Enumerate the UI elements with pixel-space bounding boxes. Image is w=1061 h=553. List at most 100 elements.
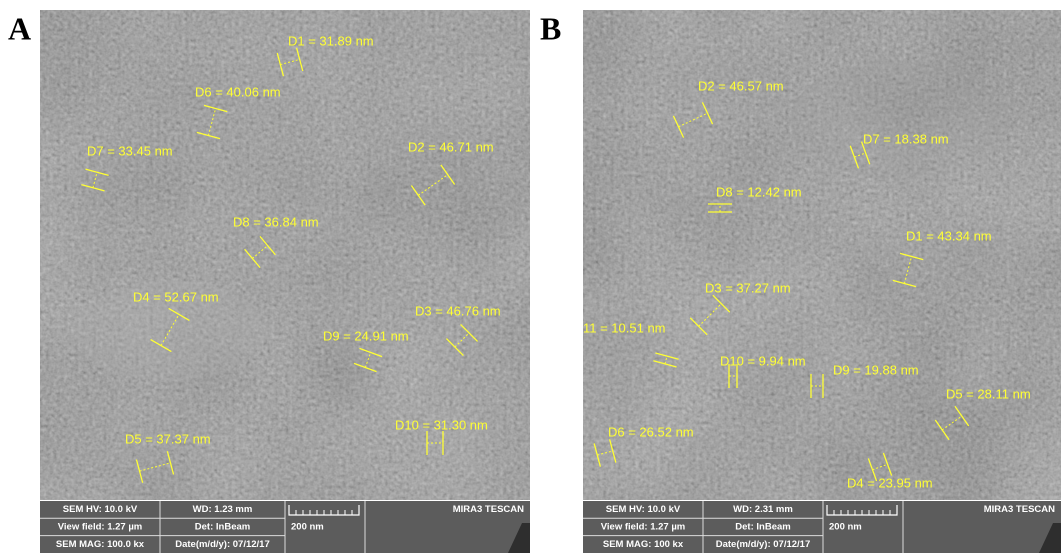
marker-span [903, 256, 913, 284]
measurement-marker [689, 294, 731, 336]
marker-span [678, 112, 708, 128]
marker-bar [259, 235, 276, 256]
marker-bar [445, 338, 464, 357]
marker-bar [166, 451, 175, 475]
info-text: MIRA3 TESCAN [453, 504, 524, 515]
logo [508, 523, 530, 553]
measurement-marker [445, 323, 479, 357]
marker-span [597, 450, 613, 456]
marker-bar [295, 47, 304, 72]
marker-span [139, 462, 171, 472]
marker-bar [954, 405, 970, 427]
marker-span [207, 108, 217, 136]
marker-span [92, 172, 98, 188]
measurement-marker [81, 168, 109, 192]
measurement-marker [708, 203, 732, 213]
measurement-label: D4 = 52.67 nm [133, 289, 219, 304]
marker-bar [593, 443, 602, 467]
measurement-label: D7 = 18.38 nm [863, 131, 949, 146]
measurement-label: D8 = 12.42 nm [716, 184, 802, 199]
measurement-marker [244, 235, 276, 269]
info-text: SEM MAG: 100 kx [603, 539, 684, 550]
marker-span [664, 356, 668, 364]
measurement-marker [867, 452, 893, 482]
info-text: Date(m/d/y): 07/12/17 [175, 539, 270, 550]
marker-span [454, 332, 470, 348]
sem-image [583, 10, 1061, 500]
info-bar [583, 501, 1061, 553]
measurement-label: D5 = 37.37 nm [125, 431, 211, 446]
info-text: 200 nm [291, 521, 324, 532]
info-text: SEM HV: 10.0 kV [63, 504, 138, 515]
marker-bar [655, 352, 679, 360]
logo [1039, 523, 1061, 553]
sem-image [40, 10, 530, 500]
measurement-marker [426, 431, 444, 455]
info-text: Det: InBeam [195, 521, 250, 532]
measurement-label: D5 = 28.11 nm [946, 386, 1031, 401]
panel-label: A [8, 10, 31, 46]
info-text: SEM MAG: 100.0 kx [56, 539, 145, 550]
marker-bar [899, 252, 924, 261]
measurement-marker [593, 439, 617, 467]
measurement-marker [353, 347, 383, 373]
marker-bar [701, 102, 714, 125]
measurement-marker [196, 104, 228, 140]
marker-bar [460, 323, 479, 342]
marker-span [252, 245, 268, 259]
measurement-label: 11 = 10.51 nm [583, 320, 666, 335]
marker-span [872, 463, 888, 471]
marker-span [280, 58, 300, 66]
marker-bar [353, 362, 377, 373]
measurement-label: D1 = 31.89 nm [288, 33, 374, 48]
measurement-marker [810, 374, 824, 398]
measurement-label: D3 = 37.27 nm [705, 280, 791, 295]
marker-bar [860, 141, 871, 165]
measurement-label: D6 = 26.52 nm [608, 424, 694, 439]
measurement-label: D8 = 36.84 nm [233, 214, 319, 229]
measurement-label: D2 = 46.57 nm [698, 78, 784, 93]
info-text: SEM HV: 10.0 kV [606, 504, 681, 515]
marker-bar [410, 185, 426, 206]
measurement-label: D4 = 23.95 nm [847, 475, 933, 490]
info-text: View field: 1.27 µm [58, 521, 143, 532]
marker-bar [150, 339, 172, 353]
marker-bar [440, 164, 456, 185]
measurement-marker [892, 252, 924, 288]
info-text: WD: 2.31 mm [733, 504, 793, 515]
marker-bar [653, 360, 677, 368]
marker-span [364, 352, 372, 368]
measurement-label: D2 = 46.71 nm [408, 139, 494, 154]
marker-bar [849, 145, 860, 169]
marker-span [698, 303, 722, 327]
marker-bar [689, 317, 708, 336]
measurement-marker [135, 451, 175, 483]
marker-bar [608, 439, 617, 463]
measurement-label: D6 = 40.06 nm [195, 84, 281, 99]
info-text: View field: 1.27 µm [601, 521, 686, 532]
marker-bar [882, 452, 893, 476]
measurement-label: D10 = 9.94 nm [720, 353, 806, 368]
measurement-label: D3 = 46.76 nm [415, 303, 501, 318]
measurement-label: D10 = 31.30 nm [395, 417, 488, 432]
marker-bar [203, 104, 228, 113]
marker-bar [244, 248, 261, 269]
measurement-marker [653, 352, 679, 368]
marker-bar [712, 294, 731, 313]
measurement-marker [728, 364, 738, 388]
marker-bar [196, 131, 221, 140]
info-text: WD: 1.23 mm [193, 504, 253, 515]
marker-bar [168, 307, 190, 321]
measurement-label: D9 = 19.88 nm [833, 362, 919, 377]
marker-bar [85, 168, 109, 177]
info-text: MIRA3 TESCAN [984, 504, 1055, 515]
measurement-marker [672, 102, 714, 138]
marker-bar [276, 52, 285, 77]
info-text: Det: InBeam [735, 521, 790, 532]
measurement-label: D7 = 33.45 nm [87, 143, 173, 158]
info-text: 200 nm [829, 521, 862, 532]
measurement-label: D9 = 24.91 nm [323, 328, 409, 343]
panel-label: B [540, 10, 561, 46]
info-text: Date(m/d/y): 07/12/17 [716, 539, 811, 550]
